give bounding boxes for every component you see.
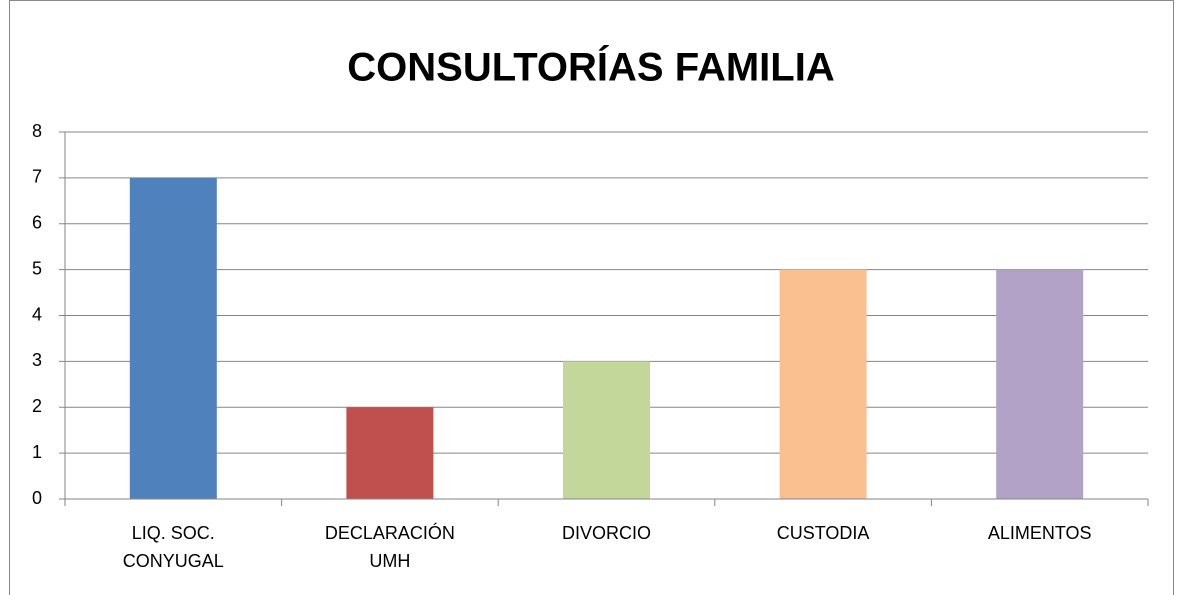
x-tick-label: LIQ. SOC. CONYUGAL bbox=[122, 523, 224, 571]
x-tick-label: DECLARACIÓN UMH bbox=[324, 523, 455, 571]
y-tick-label: 1 bbox=[32, 442, 42, 462]
x-tick-label: CUSTODIA bbox=[776, 523, 870, 543]
bar bbox=[996, 269, 1084, 499]
bar bbox=[346, 407, 434, 499]
bar bbox=[129, 177, 217, 499]
y-tick-label: 8 bbox=[32, 121, 42, 141]
y-tick-label: 3 bbox=[32, 350, 42, 370]
chart-title: CONSULTORÍAS FAMILIA bbox=[347, 45, 834, 90]
y-tick-label: 4 bbox=[32, 304, 42, 324]
y-tick-label: 2 bbox=[32, 396, 42, 416]
bar bbox=[779, 269, 867, 499]
x-tick-label: ALIMENTOS bbox=[987, 523, 1092, 543]
y-tick-label: 6 bbox=[32, 213, 42, 233]
x-tick-label: DIVORCIO bbox=[561, 523, 651, 543]
y-tick-label: 7 bbox=[32, 167, 42, 187]
y-tick-label: 0 bbox=[32, 488, 42, 508]
y-tick-label: 5 bbox=[32, 258, 42, 278]
bar bbox=[563, 361, 650, 499]
